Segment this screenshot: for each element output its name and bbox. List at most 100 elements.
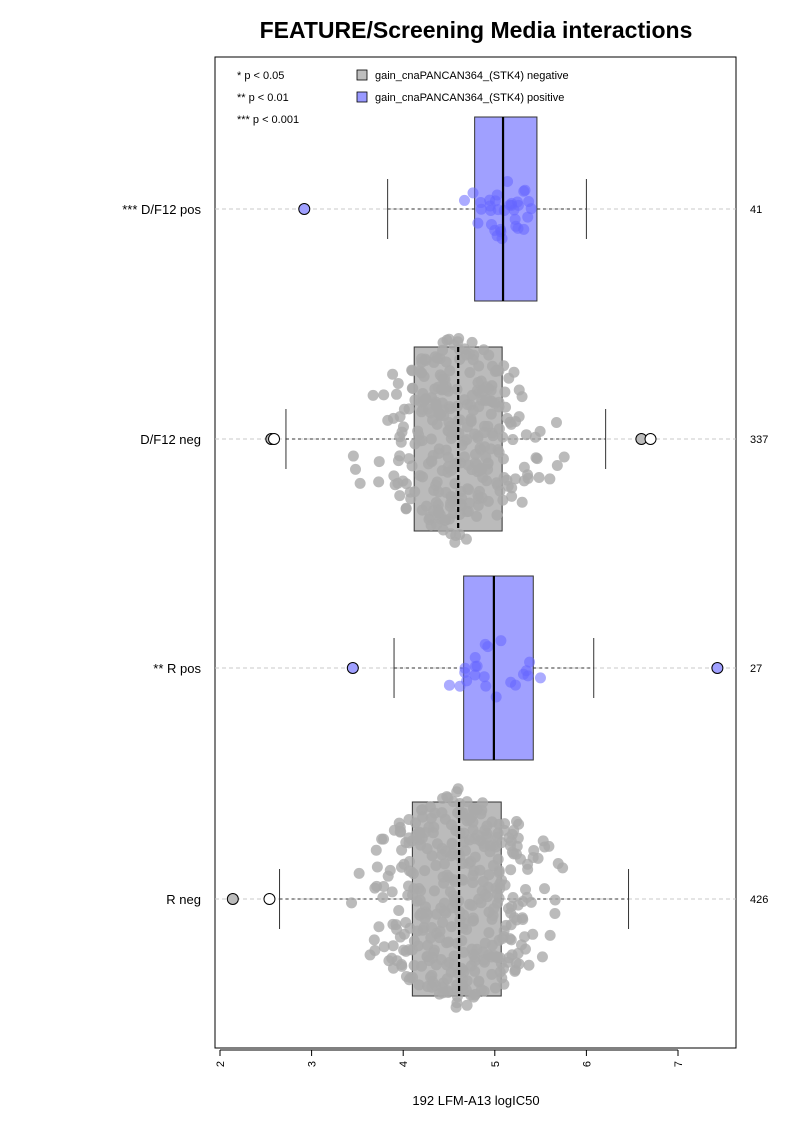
data-point xyxy=(558,451,570,463)
data-point xyxy=(414,470,426,482)
data-point xyxy=(428,821,440,833)
data-point xyxy=(469,652,481,664)
data-point xyxy=(443,679,455,691)
data-point xyxy=(466,336,478,348)
data-point xyxy=(498,925,510,937)
data-point xyxy=(539,883,551,895)
data-point xyxy=(502,176,514,188)
data-point xyxy=(455,486,467,498)
data-point xyxy=(493,934,505,946)
data-point xyxy=(394,931,406,943)
data-point xyxy=(488,903,500,915)
data-point xyxy=(346,897,358,909)
data-point xyxy=(544,473,556,485)
data-point xyxy=(495,635,507,647)
data-point xyxy=(368,934,380,946)
data-point xyxy=(461,999,473,1011)
outlier-point xyxy=(226,893,239,905)
x-axis-label: 192 LFM-A13 logIC50 xyxy=(412,1093,539,1108)
data-point xyxy=(509,965,521,977)
legend-label-negative: gain_cnaPANCAN364_(STK4) negative xyxy=(375,70,569,82)
data-point xyxy=(486,427,498,439)
data-point xyxy=(518,475,530,487)
data-point xyxy=(494,485,506,497)
data-point xyxy=(387,940,399,952)
data-point xyxy=(491,365,503,377)
data-point xyxy=(398,858,410,870)
data-point xyxy=(382,870,394,882)
x-tick-label: 5 xyxy=(490,1061,502,1067)
data-point xyxy=(520,429,532,441)
data-point xyxy=(506,949,518,961)
data-point xyxy=(469,660,481,672)
group-count: 337 xyxy=(750,434,768,446)
data-point xyxy=(469,951,481,963)
data-point xyxy=(421,843,433,855)
data-point xyxy=(472,376,484,388)
data-point xyxy=(506,490,518,502)
data-point xyxy=(522,211,534,223)
data-point xyxy=(549,907,561,919)
data-point xyxy=(510,848,522,860)
data-point xyxy=(499,386,511,398)
legend-swatch-negative xyxy=(356,69,368,81)
data-point xyxy=(440,845,452,857)
data-point xyxy=(417,803,429,815)
data-point xyxy=(436,807,448,819)
data-point xyxy=(436,465,448,477)
data-point xyxy=(543,840,555,852)
data-point xyxy=(489,195,501,207)
data-point xyxy=(391,388,403,400)
data-point xyxy=(507,434,519,446)
data-point xyxy=(448,950,460,962)
x-axis: 2 3 4 5 6 7 xyxy=(215,1049,685,1067)
data-point xyxy=(457,874,469,886)
data-point xyxy=(472,217,484,229)
data-point xyxy=(440,907,452,919)
data-point xyxy=(388,470,400,482)
data-point xyxy=(430,959,442,971)
data-point xyxy=(485,443,497,455)
outlier-point xyxy=(268,433,281,445)
data-point xyxy=(456,935,468,947)
x-tick-label: 7 xyxy=(673,1061,685,1067)
data-point xyxy=(513,411,525,423)
data-point xyxy=(527,928,539,940)
data-point xyxy=(430,400,442,412)
data-point xyxy=(469,851,481,863)
data-point xyxy=(441,791,453,803)
data-point xyxy=(468,802,480,814)
data-point xyxy=(354,477,366,489)
data-point xyxy=(522,863,534,875)
data-point xyxy=(549,894,561,906)
data-point xyxy=(442,985,454,997)
data-point xyxy=(419,353,431,365)
x-tick-label: 2 xyxy=(215,1061,227,1067)
data-point xyxy=(450,1001,462,1013)
data-point xyxy=(459,662,471,674)
data-point xyxy=(443,333,455,345)
data-point xyxy=(467,354,479,366)
data-point xyxy=(437,344,449,356)
data-point xyxy=(446,838,458,850)
data-point xyxy=(491,509,503,521)
data-point xyxy=(477,875,489,887)
data-point xyxy=(463,497,475,509)
data-point xyxy=(448,507,460,519)
data-point xyxy=(492,853,504,865)
group-label: R neg xyxy=(166,892,201,907)
data-point xyxy=(445,921,457,933)
data-point xyxy=(544,929,556,941)
data-point xyxy=(438,410,450,422)
data-point xyxy=(451,991,463,1003)
data-point xyxy=(443,401,455,413)
data-point xyxy=(473,976,485,988)
data-point xyxy=(387,412,399,424)
data-point xyxy=(443,425,455,437)
data-point xyxy=(473,493,485,505)
data-point xyxy=(420,393,432,405)
data-point xyxy=(506,199,518,211)
data-point xyxy=(428,885,440,897)
group-label: *** D/F12 pos xyxy=(122,202,201,217)
data-point xyxy=(505,835,517,847)
